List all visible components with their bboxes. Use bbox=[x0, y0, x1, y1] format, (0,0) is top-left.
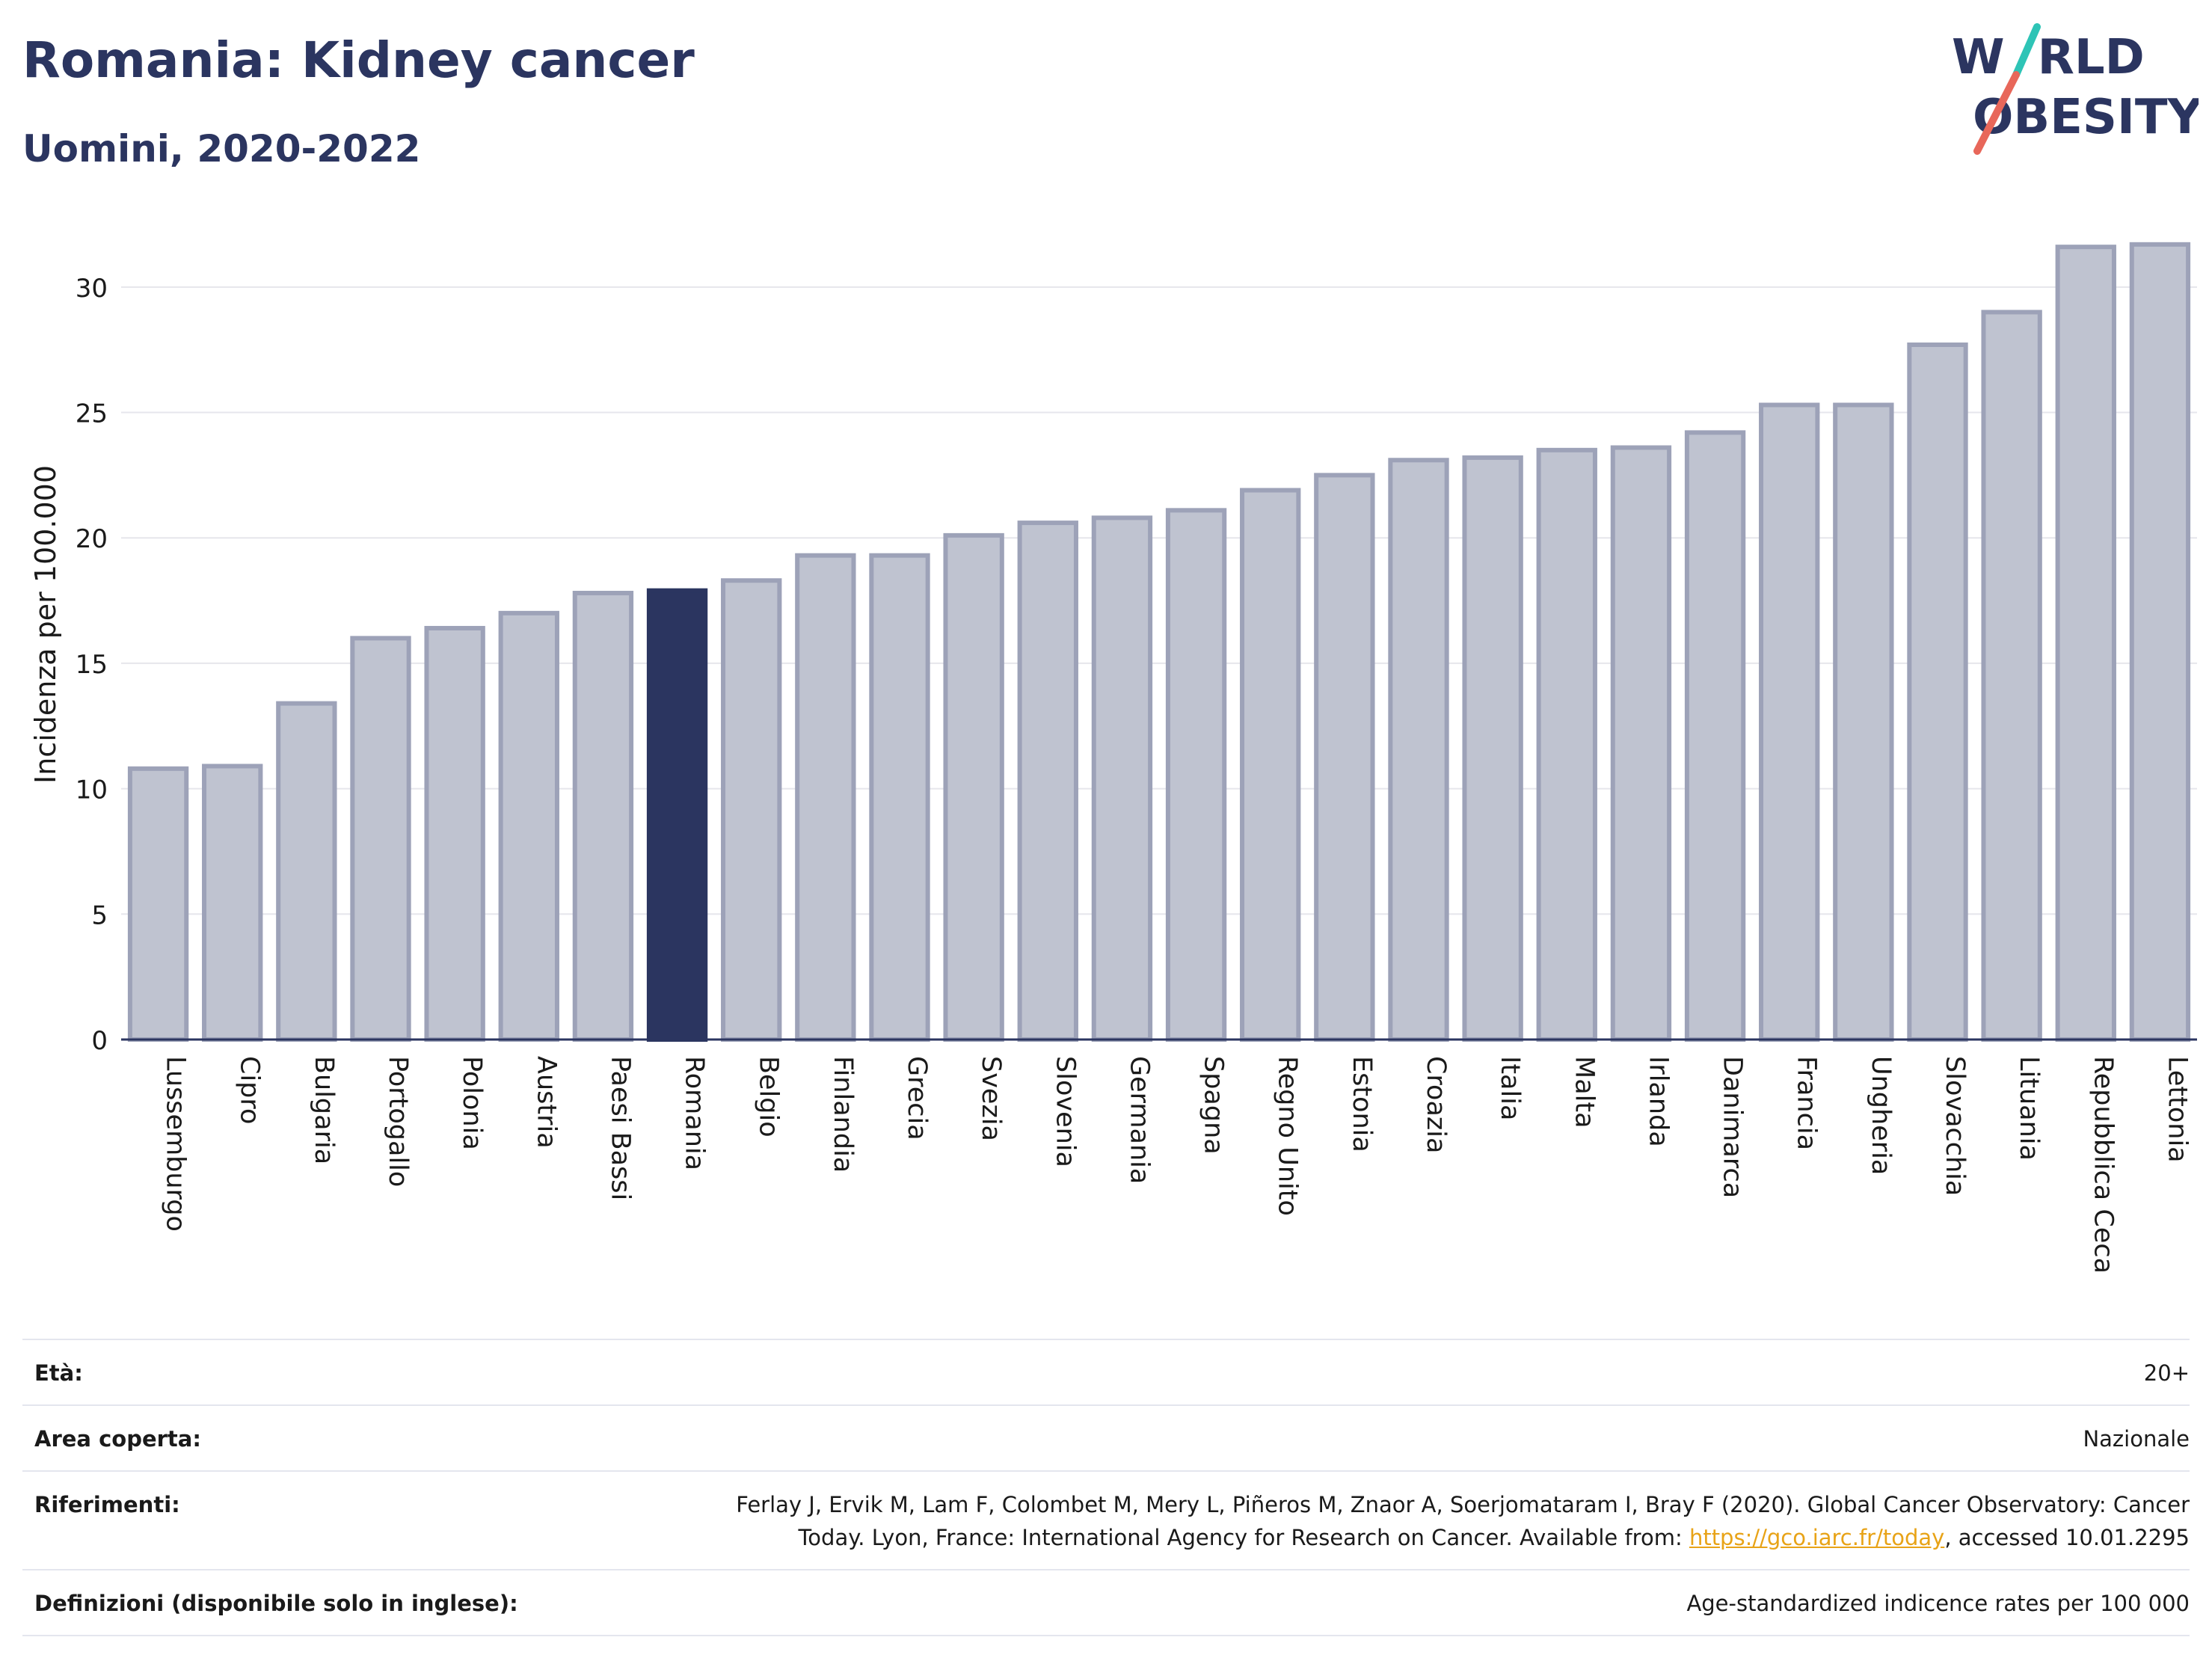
chart-title: Romania: Kidney cancer bbox=[22, 31, 695, 89]
references-label: Riferimenti: bbox=[34, 1492, 180, 1517]
logo-slash-top bbox=[2012, 23, 2041, 79]
bar-estonia[interactable] bbox=[1314, 473, 1375, 1042]
bar-chart: 0 5 10 15 20 25 30 Lussemburgo Cipro Bulgaria Port… bbox=[29, 242, 2197, 1274]
bar-romania[interactable] bbox=[646, 588, 708, 1042]
meta-row-definitions: Definizioni (disponibile solo in inglese… bbox=[22, 1569, 2190, 1636]
bar-finlandia[interactable] bbox=[795, 553, 856, 1042]
y-tick-label: 10 bbox=[76, 776, 108, 805]
bar-ungheria[interactable] bbox=[1833, 402, 1894, 1042]
logo-line1-b: RLD bbox=[2038, 30, 2145, 85]
x-tick-label: Repubblica Ceca bbox=[2088, 1056, 2118, 1274]
logo-slash-bottom bbox=[1973, 71, 2020, 155]
x-tick-label: Germania bbox=[1124, 1056, 1154, 1184]
x-tick-label: Croazia bbox=[1421, 1056, 1451, 1153]
bar-paesi-bassi[interactable] bbox=[572, 591, 634, 1042]
bar-regno-unito[interactable] bbox=[1240, 488, 1301, 1042]
x-tick-label: Grecia bbox=[902, 1056, 932, 1140]
y-tick-label: 15 bbox=[76, 650, 108, 680]
x-tick-label: Finlandia bbox=[828, 1056, 858, 1173]
x-tick-label: Bulgaria bbox=[309, 1056, 339, 1164]
x-tick-label: Spagna bbox=[1199, 1056, 1229, 1155]
references-link[interactable]: https://gco.iarc.fr/today bbox=[1689, 1525, 1945, 1550]
x-tick-label: Irlanda bbox=[1643, 1056, 1673, 1147]
bar-lituania[interactable] bbox=[1981, 310, 2042, 1042]
chart-subtitle: Uomini, 2020-2022 bbox=[22, 127, 421, 171]
bar-cipro[interactable] bbox=[202, 764, 263, 1043]
bar-bulgaria[interactable] bbox=[276, 701, 337, 1042]
bar-svezia[interactable] bbox=[943, 532, 1004, 1042]
bar-croazia[interactable] bbox=[1388, 458, 1449, 1042]
bar-francia[interactable] bbox=[1759, 402, 1820, 1042]
bar-repubblica-ceca[interactable] bbox=[2055, 245, 2116, 1043]
y-tick-label: 5 bbox=[91, 900, 108, 930]
metadata-table: Età: 20+ Area coperta: Nazionale Riferim… bbox=[22, 1339, 2190, 1636]
x-tick-label: Italia bbox=[1495, 1056, 1525, 1120]
x-tick-label: Lettonia bbox=[2162, 1056, 2192, 1163]
bar-danimarca[interactable] bbox=[1684, 430, 1746, 1042]
meta-row-age: Età: 20+ bbox=[22, 1339, 2190, 1404]
x-tick-label: Lussemburgo bbox=[161, 1056, 191, 1232]
x-tick-label: Estonia bbox=[1347, 1056, 1377, 1152]
references-value: Ferlay J, Ervik M, Lam F, Colombet M, Me… bbox=[736, 1488, 2190, 1554]
x-tick-label: Ungheria bbox=[1866, 1056, 1896, 1175]
x-tick-label: Lituania bbox=[2014, 1056, 2044, 1161]
bar-germania[interactable] bbox=[1091, 515, 1153, 1042]
logo-line1: W RLD bbox=[1952, 30, 2145, 85]
references-text-3: , accessed 10.01.2295 bbox=[1944, 1525, 2190, 1550]
meta-row-references: Riferimenti: Ferlay J, Ervik M, Lam F, C… bbox=[22, 1470, 2190, 1569]
y-tick-label: 20 bbox=[76, 524, 108, 554]
bar-italia[interactable] bbox=[1462, 455, 1523, 1042]
x-tick-label: Regno Unito bbox=[1273, 1056, 1303, 1216]
bar-slovenia[interactable] bbox=[1017, 521, 1078, 1042]
bar-belgio[interactable] bbox=[721, 578, 782, 1042]
bars bbox=[127, 242, 2191, 1043]
bar-grecia[interactable] bbox=[869, 553, 930, 1042]
x-tick-label: Austria bbox=[531, 1056, 561, 1149]
bar-lussemburgo[interactable] bbox=[127, 766, 189, 1043]
x-tick-label: Romania bbox=[680, 1056, 710, 1170]
x-tick-label: Malta bbox=[1569, 1056, 1599, 1129]
area-label: Area coperta: bbox=[34, 1426, 201, 1452]
x-tick-label: Portogallo bbox=[383, 1056, 413, 1187]
logo-line2-b: BESITY bbox=[2013, 90, 2199, 145]
x-tick-label: Polonia bbox=[457, 1056, 487, 1150]
bar-slovacchia[interactable] bbox=[1907, 342, 1968, 1042]
references-text-2: Today. Lyon, France: International Agenc… bbox=[798, 1525, 1689, 1550]
bar-polonia[interactable] bbox=[424, 625, 485, 1042]
bar-lettonia[interactable] bbox=[2129, 242, 2191, 1042]
area-value: Nazionale bbox=[2083, 1426, 2190, 1452]
x-tick-label: Belgio bbox=[754, 1056, 784, 1137]
y-tick-label: 30 bbox=[76, 274, 108, 304]
bar-malta[interactable] bbox=[1536, 447, 1597, 1042]
y-tick-label: 0 bbox=[91, 1026, 108, 1056]
x-tick-label: Slovacchia bbox=[1940, 1056, 1970, 1196]
definitions-value: Age-standardized indicence rates per 100… bbox=[1686, 1591, 2190, 1616]
references-text-1: Ferlay J, Ervik M, Lam F, Colombet M, Me… bbox=[736, 1492, 2190, 1517]
bar-portogallo[interactable] bbox=[350, 636, 411, 1042]
x-tick-label: Francia bbox=[1792, 1056, 1822, 1150]
x-tick-label: Svezia bbox=[976, 1056, 1006, 1141]
x-tick-label: Cipro bbox=[235, 1056, 265, 1124]
bar-austria[interactable] bbox=[498, 610, 559, 1042]
axes: 0 5 10 15 20 25 30 Lussemburgo Cipro Bulgaria Port… bbox=[76, 274, 2197, 1274]
bar-irlanda[interactable] bbox=[1610, 445, 1672, 1042]
age-value: 20+ bbox=[2143, 1360, 2190, 1386]
x-tick-label: Paesi Bassi bbox=[605, 1056, 635, 1200]
age-label: Età: bbox=[34, 1360, 83, 1386]
y-axis-label: Incidenza per 100.000 bbox=[29, 465, 62, 784]
meta-row-area: Area coperta: Nazionale bbox=[22, 1404, 2190, 1470]
logo-line1-a: W bbox=[1952, 30, 2005, 85]
definitions-label: Definizioni (disponibile solo in inglese… bbox=[34, 1591, 518, 1616]
x-tick-label: Danimarca bbox=[1718, 1056, 1748, 1198]
x-tick-label: Slovenia bbox=[1050, 1056, 1080, 1167]
y-tick-label: 25 bbox=[76, 399, 108, 429]
bar-spagna[interactable] bbox=[1165, 508, 1227, 1042]
